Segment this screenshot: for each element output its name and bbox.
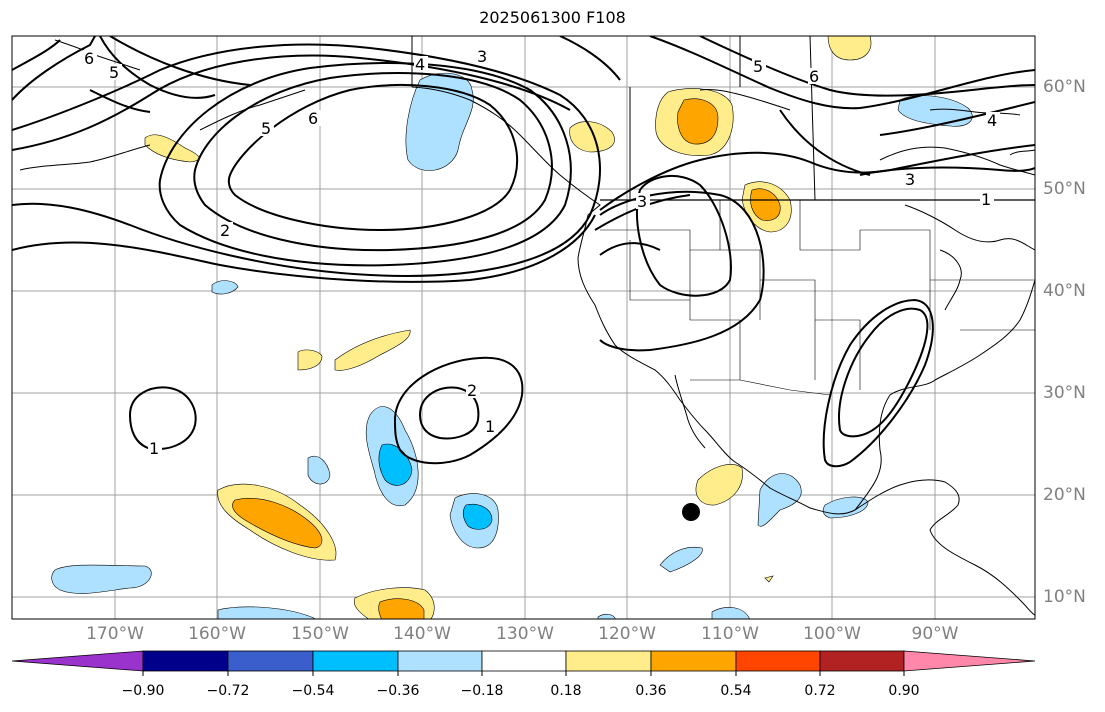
contour-label: 3 — [637, 192, 647, 211]
colorbar-tick-label: 0.36 — [635, 683, 667, 699]
contour-label: 5 — [753, 57, 763, 76]
colorbar-segment — [227, 650, 314, 672]
latitude-label: 20°N — [1043, 485, 1086, 505]
colorbar-ticks — [142, 671, 905, 676]
contour-label: 6 — [308, 109, 318, 128]
colorbar-tick-label: −0.36 — [376, 683, 420, 699]
longitude-label: 100°W — [803, 624, 861, 644]
colorbar-tick-label: 0.90 — [888, 683, 920, 699]
colorbar-segment — [481, 650, 567, 672]
coastlines — [19, 36, 1035, 616]
colorbar-tick-label: −0.90 — [121, 683, 165, 699]
latitude-label: 50°N — [1043, 179, 1086, 199]
map-title: 2025061300 F108 — [479, 8, 626, 27]
contour-label: 6 — [809, 67, 819, 86]
colorbar-tick-label: 0.54 — [720, 683, 752, 699]
contour-label: 3 — [477, 47, 487, 66]
contour-label: 4 — [415, 55, 425, 74]
colorbar-tick-label: −0.18 — [460, 683, 504, 699]
colorbar-segment — [819, 650, 905, 672]
longitude-label: 170°W — [86, 624, 144, 644]
storm-center-marker — [682, 503, 700, 521]
contour-label: 2 — [467, 381, 477, 400]
colorbar-tick-label: −0.54 — [291, 683, 335, 699]
colorbar-high-extension — [903, 650, 1036, 672]
colorbar-segment — [735, 650, 821, 672]
longitude-label: 120°W — [598, 624, 656, 644]
contour-label: 1 — [149, 439, 159, 458]
colorbar-segment — [142, 650, 229, 672]
colorbar-low-extension — [11, 650, 144, 672]
colorbar — [11, 650, 1036, 672]
latitude-label: 10°N — [1043, 587, 1086, 607]
contour-label: 4 — [987, 111, 997, 130]
colorbar-segment — [312, 650, 399, 672]
state-borders — [600, 200, 1035, 396]
map-background — [12, 36, 1035, 619]
map-frame — [11, 35, 1036, 620]
contour-label: 3 — [905, 170, 915, 189]
colorbar-segment — [650, 650, 737, 672]
negative-anomaly-areas — [51, 72, 973, 619]
longitude-label: 130°W — [496, 624, 554, 644]
longitude-label: 150°W — [291, 624, 349, 644]
latitude-label: 40°N — [1043, 281, 1086, 301]
latitude-label: 30°N — [1043, 383, 1086, 403]
contour-label: 1 — [981, 190, 991, 209]
contour-lines — [12, 36, 1035, 468]
latitude-label: 60°N — [1043, 77, 1086, 97]
contour-label: 5 — [109, 63, 119, 82]
contour-label: 5 — [261, 119, 271, 138]
colorbar-tick-label: 0.18 — [550, 683, 582, 699]
colorbar-tick-label: −0.72 — [206, 683, 250, 699]
positive-anomaly-areas — [144, 36, 872, 619]
colorbar-segment — [397, 650, 483, 672]
colorbar-tick-label: 0.72 — [804, 683, 836, 699]
contour-label-group: 6 5 5 6 4 3 2 3 5 6 4 3 1 1 2 1 — [83, 47, 1000, 458]
contour-label: 2 — [220, 221, 230, 240]
longitude-label: 110°W — [701, 624, 759, 644]
longitude-label: 90°W — [911, 624, 959, 644]
longitude-label: 140°W — [393, 624, 451, 644]
contour-label: 6 — [84, 49, 94, 68]
colorbar-segment — [565, 650, 652, 672]
longitude-label: 160°W — [188, 624, 246, 644]
contour-label: 1 — [485, 417, 495, 436]
